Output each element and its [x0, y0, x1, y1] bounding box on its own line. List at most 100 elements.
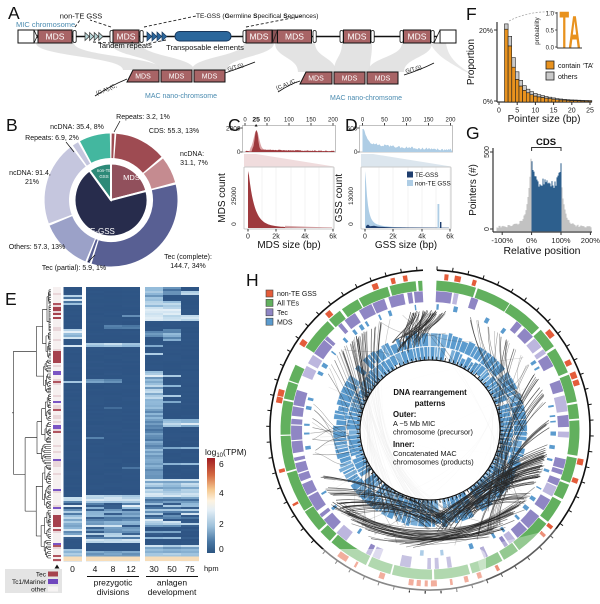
svg-text:6: 6	[219, 459, 224, 469]
svg-text:150: 150	[423, 118, 434, 124]
svg-text:ncDNA: 91.4,: ncDNA: 91.4,	[9, 170, 51, 177]
svg-text:MDS: MDS	[169, 74, 185, 81]
svg-text:MDS: MDS	[342, 76, 358, 83]
svg-text:A ~5 Mb MIC: A ~5 Mb MIC	[393, 419, 435, 428]
svg-text:Repeats: 6.9, 2%: Repeats: 6.9, 2%	[25, 135, 79, 142]
svg-text:prezygotic: prezygotic	[94, 578, 133, 588]
svg-text:0%: 0%	[483, 99, 493, 106]
svg-text:2k: 2k	[389, 234, 397, 241]
svg-text:100: 100	[401, 118, 412, 124]
svg-text:MAC nano-chromsome: MAC nano-chromsome	[330, 95, 402, 102]
svg-text:Pointer size (bp): Pointer size (bp)	[508, 114, 581, 125]
svg-text:200: 200	[328, 118, 339, 124]
svg-text:GSS size (bp): GSS size (bp)	[375, 240, 437, 251]
svg-text:log10(TPM): log10(TPM)	[205, 447, 247, 459]
svg-text:0: 0	[363, 234, 367, 241]
svg-text:20: 20	[568, 108, 576, 115]
svg-text:0: 0	[243, 118, 247, 124]
svg-text:MAC nano-chromsome: MAC nano-chromsome	[145, 93, 217, 100]
svg-text:25: 25	[252, 117, 260, 124]
svg-text:100%: 100%	[551, 236, 571, 245]
svg-text:500: 500	[484, 146, 491, 158]
svg-text:Repeats: 3.2, 1%: Repeats: 3.2, 1%	[116, 114, 170, 121]
svg-text:MDS: MDS	[408, 32, 427, 42]
svg-text:6k: 6k	[446, 234, 454, 241]
svg-text:A: A	[8, 3, 20, 23]
svg-text:Tec (partial): 5.9, 1%: Tec (partial): 5.9, 1%	[42, 265, 106, 272]
svg-text:chromosomes (products): chromosomes (products)	[393, 458, 474, 467]
svg-text:MDS: MDS	[348, 32, 367, 42]
svg-text:20%: 20%	[479, 28, 493, 35]
svg-text:4k: 4k	[418, 234, 426, 241]
svg-text:50: 50	[167, 564, 177, 574]
svg-text:T: T	[560, 3, 570, 60]
svg-text:0: 0	[348, 222, 355, 226]
svg-text:MDS: MDS	[375, 76, 391, 83]
svg-text:anlagen: anlagen	[157, 578, 188, 588]
svg-text:GSS count: GSS count	[334, 174, 345, 223]
svg-text:Others: 57.3, 13%: Others: 57.3, 13%	[9, 244, 65, 251]
svg-text:divisions: divisions	[97, 587, 130, 597]
svg-text:A: A	[569, 8, 581, 59]
svg-text:13000: 13000	[348, 187, 355, 205]
svg-text:MDS: MDS	[123, 173, 140, 182]
svg-text:5: 5	[515, 108, 519, 115]
svg-text:21%: 21%	[25, 179, 39, 186]
svg-text:0: 0	[354, 149, 358, 156]
svg-text:contain ‘TA’: contain ‘TA’	[558, 63, 594, 70]
svg-text:MDS: MDS	[117, 32, 136, 42]
svg-text:0: 0	[70, 564, 75, 574]
svg-text:150: 150	[306, 118, 317, 124]
svg-text:Proportion: Proportion	[466, 39, 477, 85]
svg-text:G(T,G): G(T,G)	[405, 65, 423, 75]
svg-text:DNA rearrangement: DNA rearrangement	[393, 388, 467, 397]
svg-text:1.0: 1.0	[546, 12, 555, 18]
svg-text:patterns: patterns	[415, 399, 446, 408]
svg-text:0: 0	[219, 544, 224, 554]
svg-text:75: 75	[185, 564, 195, 574]
svg-text:15: 15	[550, 108, 558, 115]
svg-text:25000: 25000	[231, 187, 238, 205]
svg-text:Pointers (#): Pointers (#)	[468, 164, 479, 216]
svg-text:MDS: MDS	[250, 32, 269, 42]
svg-text:Tc1/Mariner: Tc1/Mariner	[12, 579, 47, 586]
svg-text:hpm: hpm	[204, 564, 219, 573]
svg-text:MDS count: MDS count	[217, 173, 228, 223]
svg-text:MDS size (bp): MDS size (bp)	[257, 240, 320, 251]
svg-text:Tec: Tec	[277, 310, 288, 317]
svg-text:Transposable elements: Transposable elements	[166, 43, 244, 52]
svg-text:others: others	[558, 74, 578, 81]
svg-text:development: development	[148, 587, 197, 597]
svg-text:6k: 6k	[329, 234, 337, 241]
svg-text:TE-GSS (Germline Specifical Se: TE-GSS (Germline Specifical Sequences)	[196, 13, 318, 20]
svg-text:ncDNA: 35.4, 8%: ncDNA: 35.4, 8%	[50, 124, 104, 131]
svg-text:12: 12	[126, 564, 136, 574]
svg-text:All TEs: All TEs	[277, 301, 300, 308]
svg-text:TE-GSS: TE-GSS	[415, 172, 438, 179]
svg-text:GSS: GSS	[99, 174, 108, 179]
svg-text:25: 25	[586, 108, 594, 115]
svg-text:0: 0	[484, 227, 491, 231]
svg-text:non-TE: non-TE	[97, 168, 111, 173]
svg-text:non-TE GSS: non-TE GSS	[415, 181, 451, 188]
svg-text:4: 4	[93, 564, 98, 574]
svg-text:TE-GSS: TE-GSS	[85, 227, 115, 236]
svg-text:8: 8	[111, 564, 116, 574]
svg-text:Tandem repeats: Tandem repeats	[98, 41, 152, 50]
svg-text:MDS: MDS	[202, 74, 218, 81]
svg-text:600: 600	[347, 126, 358, 133]
svg-text:50: 50	[264, 118, 271, 124]
svg-text:31.1, 7%: 31.1, 7%	[180, 160, 208, 167]
svg-text:MDS: MDS	[277, 319, 293, 326]
svg-text:MDS: MDS	[308, 76, 324, 83]
svg-text:0: 0	[231, 222, 238, 226]
svg-text:F: F	[466, 4, 477, 24]
svg-text:0: 0	[497, 108, 501, 115]
svg-text:CDS: CDS	[536, 137, 556, 148]
svg-text:B: B	[6, 115, 18, 135]
svg-text:D: D	[345, 115, 358, 135]
svg-text:E: E	[5, 289, 17, 309]
svg-text:Relative position: Relative position	[503, 245, 580, 257]
svg-text:MDS: MDS	[285, 32, 304, 42]
svg-text:2000: 2000	[226, 126, 241, 133]
